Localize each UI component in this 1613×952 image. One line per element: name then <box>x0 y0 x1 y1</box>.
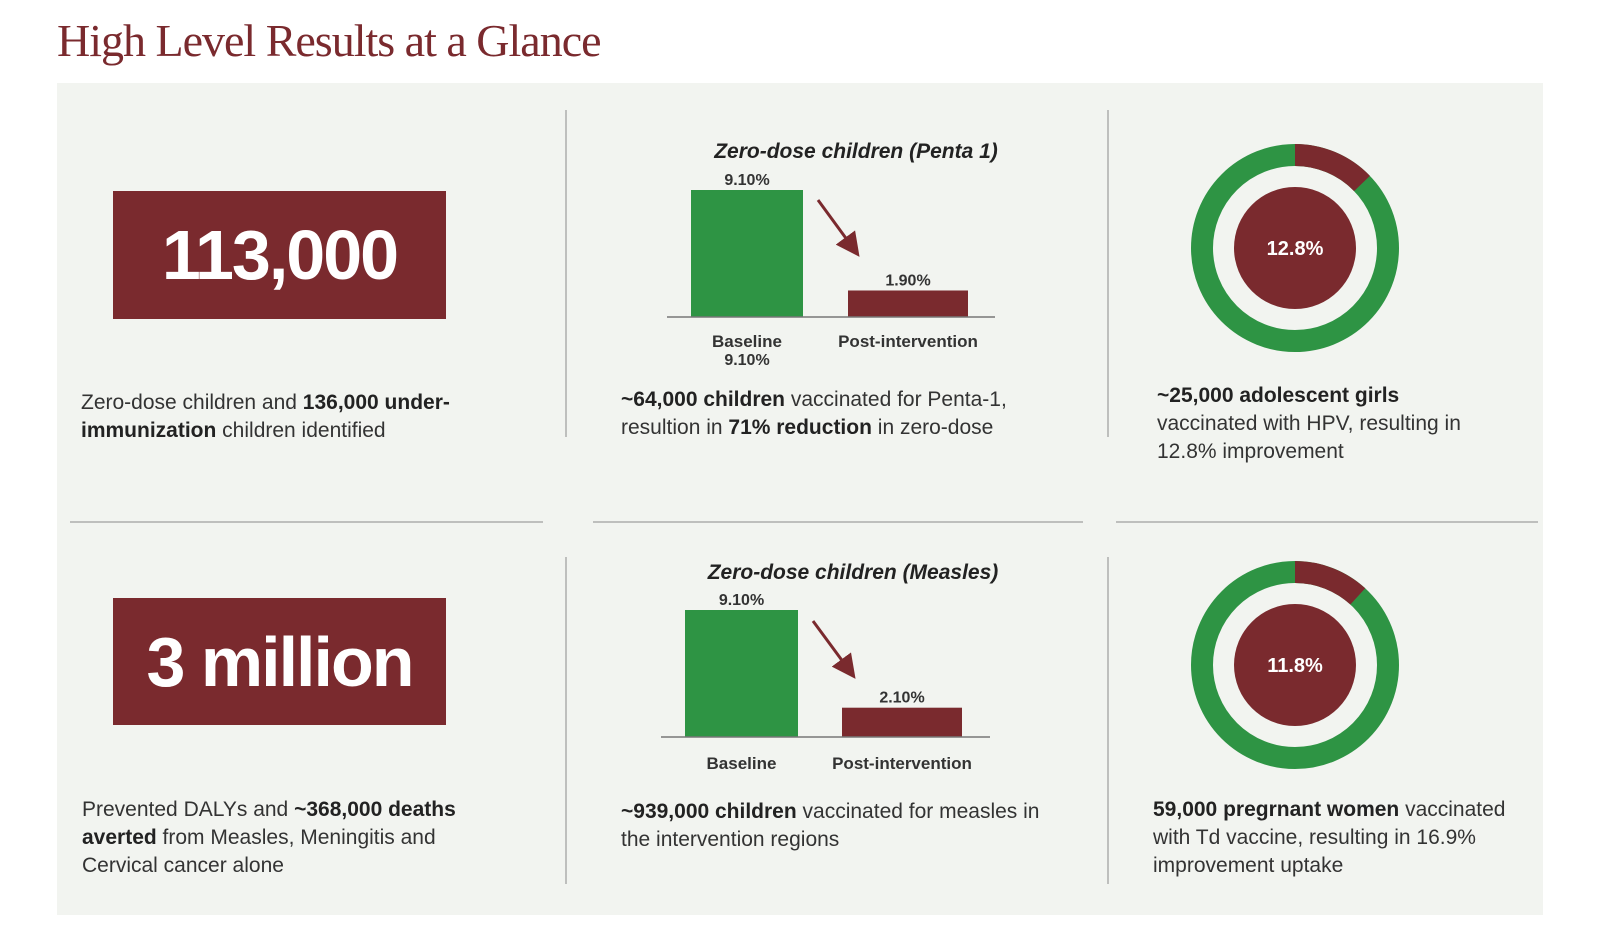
bar <box>848 290 968 317</box>
description-text: Zero-dose children and <box>81 391 303 414</box>
description-text: vaccinated for Penta-1, resultion in <box>621 388 1007 439</box>
headline-number: 113,000 <box>113 191 446 319</box>
value-label: 1.90% <box>885 272 930 289</box>
description-text: 59,000 pregrnant women <box>1153 798 1400 821</box>
bar <box>691 190 803 317</box>
description-text: from Measles, Meningitis and Cervical ca… <box>82 826 436 877</box>
x-tick-label: Post-intervention <box>832 754 972 773</box>
description: 59,000 pregrnant women vaccinated with T… <box>1153 796 1538 880</box>
description-text: Prevented DALYs and <box>82 798 295 821</box>
donut-center <box>1234 604 1356 726</box>
arrow <box>816 199 860 257</box>
description: Zero-dose children and 136,000 under-imm… <box>81 389 511 445</box>
description: ~939,000 children vaccinated for measles… <box>621 798 1071 854</box>
description-text: vaccinated with HPV, resulting in 12.8% … <box>1157 412 1461 463</box>
x-tick-label: Post-intervention <box>838 332 978 351</box>
donut-center <box>1234 187 1356 309</box>
bar <box>842 707 962 737</box>
description: ~64,000 children vaccinated for Penta-1,… <box>621 386 1061 442</box>
description-text: vaccinated with Td vaccine, resulting in… <box>1153 798 1506 877</box>
description: Prevented DALYs and ~368,000 deaths aver… <box>82 796 512 880</box>
center-label: 11.8% <box>1267 655 1323 677</box>
description-text: ~64,000 children <box>621 388 786 411</box>
annotation: 9.10% <box>724 352 769 369</box>
headline-number: 3 million <box>113 598 446 725</box>
description-text: ~25,000 adolescent girls <box>1157 384 1400 407</box>
page-title: High Level Results at a Glance <box>57 15 602 66</box>
dividers <box>70 110 1538 884</box>
description-text: in zero-dose <box>871 416 994 439</box>
x-tick-label: Baseline <box>712 332 782 351</box>
value-label: 2.10% <box>879 690 924 707</box>
donut-segment <box>1295 561 1366 605</box>
center-label: 12.8% <box>1267 238 1324 260</box>
value-label: 9.10% <box>719 592 764 609</box>
x-tick-label: Baseline <box>707 754 777 773</box>
bar <box>685 610 798 737</box>
donut-segment <box>1295 144 1370 192</box>
description-text: 136,000 under-immunization <box>81 391 450 442</box>
description-text: children identified <box>216 419 386 442</box>
value-label: 9.10% <box>724 172 769 189</box>
chart-title: Zero-dose children (Measles) <box>707 561 999 584</box>
description-text: 71% reduction <box>728 416 872 439</box>
description-text: vaccinated for measles in the interventi… <box>621 800 1040 851</box>
chart-title: Zero-dose children (Penta 1) <box>713 140 998 163</box>
description-text: ~368,000 deaths averted <box>82 798 456 849</box>
arrow <box>811 620 856 679</box>
description: ~25,000 adolescent girls vaccinated with… <box>1157 382 1502 466</box>
description-text: ~939,000 children <box>621 800 797 823</box>
